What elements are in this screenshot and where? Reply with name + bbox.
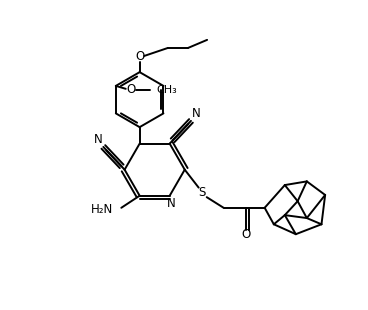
Text: S: S [199,186,206,199]
Text: CH₃: CH₃ [156,85,177,95]
Text: O: O [135,50,144,63]
Text: N: N [192,107,201,120]
Text: N: N [93,133,102,146]
Text: O: O [242,228,251,241]
Text: O: O [127,83,136,96]
Text: N: N [167,197,176,210]
Text: H₂N: H₂N [91,203,113,216]
